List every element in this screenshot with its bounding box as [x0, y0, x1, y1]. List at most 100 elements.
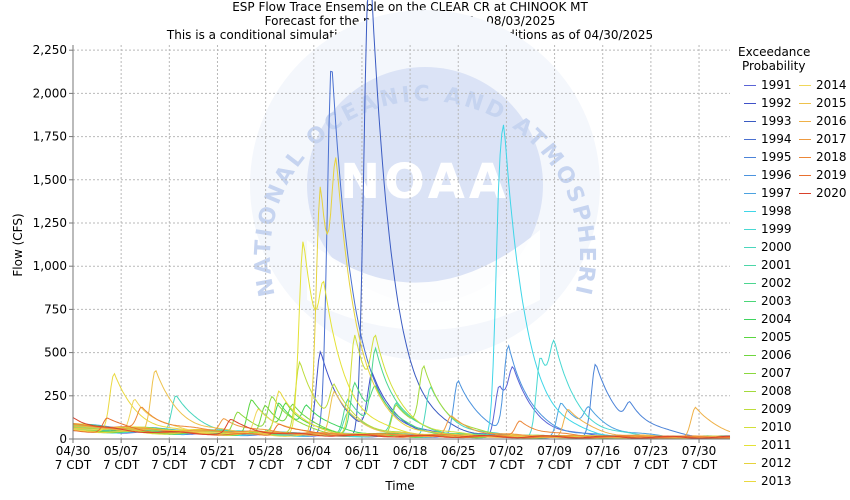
legend-label: 1993 [761, 114, 792, 128]
x-tick-label-time: 7 CDT [199, 458, 236, 472]
legend-entry-2004: 2004 [738, 310, 793, 328]
legend-label: 2013 [761, 474, 792, 488]
x-tick-label-time: 7 CDT [392, 458, 429, 472]
legend-label: 2004 [761, 312, 792, 326]
legend-swatch [799, 156, 811, 158]
legend-swatch [744, 318, 756, 320]
legend-label: 2003 [761, 294, 792, 308]
legend-swatch [744, 102, 756, 104]
legend-entry-2017: 2017 [793, 130, 848, 148]
y-tick-label: 750 [44, 302, 67, 316]
legend-entry-1993: 1993 [738, 112, 793, 130]
legend-label: 1997 [761, 186, 792, 200]
legend-label: 1994 [761, 132, 792, 146]
legend-entry-1992: 1992 [738, 94, 793, 112]
legend-entry-2001: 2001 [738, 256, 793, 274]
x-tick-label: 07/23 [634, 444, 669, 458]
y-axis-label: Flow (CFS) [11, 213, 25, 276]
legend-swatch [744, 84, 756, 86]
legend-swatch [744, 156, 756, 158]
legend-entry-2019: 2019 [793, 166, 848, 184]
y-tick-label: 1,250 [33, 216, 67, 230]
legend-column-2: 2014 2015 2016 2017 2018 2019 2020 [793, 76, 848, 490]
legend-swatch [744, 408, 756, 410]
legend-label: 2010 [761, 420, 792, 434]
legend-swatch [744, 228, 756, 230]
legend-label: 1996 [761, 168, 792, 182]
legend-entry-1999: 1999 [738, 220, 793, 238]
legend-label: 1998 [761, 204, 792, 218]
y-tick-label: 0 [59, 432, 67, 446]
legend-title-line2: Probability [742, 59, 806, 73]
legend-entry-1994: 1994 [738, 130, 793, 148]
legend-label: 1995 [761, 150, 792, 164]
legend-entry-2009: 2009 [738, 400, 793, 418]
x-tick-label: 06/18 [393, 444, 428, 458]
y-tick-label: 500 [44, 346, 67, 360]
legend-label: 2002 [761, 276, 792, 290]
legend-label: 1991 [761, 78, 792, 92]
legend-swatch [744, 138, 756, 140]
x-tick-label: 07/09 [537, 444, 572, 458]
legend-entry-2015: 2015 [793, 94, 848, 112]
series-line-2020 [72, 416, 730, 439]
chart-legend: Exceedance Probability 1991 1992 1993 1994 1… [738, 45, 850, 490]
y-tick-label: 2,250 [33, 43, 67, 57]
x-tick-label: 07/16 [585, 444, 620, 458]
legend-label: 1992 [761, 96, 792, 110]
legend-label: 2006 [761, 348, 792, 362]
x-tick-label: 07/30 [682, 444, 717, 458]
chart-gridlines [73, 45, 730, 439]
x-tick-label-time: 7 CDT [440, 458, 477, 472]
x-tick-label-time: 7 CDT [55, 458, 92, 472]
x-tick-label-time: 7 CDT [344, 458, 381, 472]
legend-entry-2002: 2002 [738, 274, 793, 292]
legend-swatch [799, 174, 811, 176]
legend-entry-2010: 2010 [738, 418, 793, 436]
legend-swatch [744, 210, 756, 212]
x-tick-label-time: 7 CDT [585, 458, 622, 472]
x-tick-label: 05/14 [152, 444, 187, 458]
legend-swatch [744, 336, 756, 338]
legend-swatch [744, 120, 756, 122]
legend-label: 2000 [761, 240, 792, 254]
x-tick-label-time: 7 CDT [633, 458, 670, 472]
legend-swatch [744, 462, 756, 464]
series-line-2013 [72, 372, 731, 439]
legend-entry-2005: 2005 [738, 328, 793, 346]
legend-entry-2012: 2012 [738, 454, 793, 472]
legend-entry-2006: 2006 [738, 346, 793, 364]
legend-label: 1999 [761, 222, 792, 236]
legend-label: 2008 [761, 384, 792, 398]
series-line-2009 [73, 360, 731, 439]
legend-label: 2005 [761, 330, 792, 344]
legend-swatch [744, 390, 756, 392]
x-tick-label: 05/07 [104, 444, 139, 458]
legend-entry-1996: 1996 [738, 166, 793, 184]
x-tick-label-time: 7 CDT [151, 458, 188, 472]
legend-entry-2013: 2013 [738, 472, 793, 490]
y-tick-label: 250 [44, 389, 67, 403]
legend-entry-1997: 1997 [738, 184, 793, 202]
legend-swatch [744, 174, 756, 176]
legend-entry-2007: 2007 [738, 364, 793, 382]
legend-label: 2001 [761, 258, 792, 272]
legend-entry-1995: 1995 [738, 148, 793, 166]
legend-swatch [744, 192, 756, 194]
legend-entry-1998: 1998 [738, 202, 793, 220]
legend-swatch [744, 426, 756, 428]
legend-title-line1: Exceedance [738, 45, 811, 59]
legend-entry-2020: 2020 [793, 184, 848, 202]
legend-swatch [744, 354, 756, 356]
legend-swatch [744, 372, 756, 374]
x-tick-label: 06/25 [441, 444, 476, 458]
legend-entry-2016: 2016 [793, 112, 848, 130]
legend-swatch [744, 480, 756, 482]
legend-label: 2019 [816, 168, 847, 182]
x-tick-label-time: 7 CDT [103, 458, 140, 472]
series-line-1992 [73, 350, 730, 439]
legend-label: 2017 [816, 132, 847, 146]
legend-swatch [799, 120, 811, 122]
watermark-noaa-text: NOAA [340, 154, 510, 210]
legend-label: 2018 [816, 150, 847, 164]
